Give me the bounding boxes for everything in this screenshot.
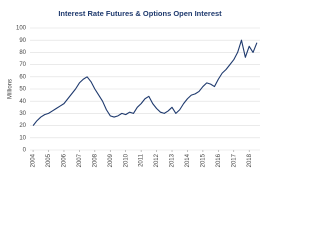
x-tick-label: 2014 [185, 153, 191, 167]
x-tick-label: 2015 [200, 153, 206, 167]
y-tick-label: 40 [19, 99, 26, 105]
y-tick-label: 100 [16, 26, 27, 32]
x-tick-label: 2013 [170, 153, 176, 167]
x-tick-label: 2004 [31, 153, 37, 167]
x-tick-label: 2017 [231, 153, 237, 167]
y-tick-label: 20 [19, 123, 26, 129]
y-tick-label: 80 [19, 50, 26, 56]
y-tick-label: 70 [19, 62, 26, 68]
y-axis-label: Millions [8, 79, 14, 99]
x-tick-label: 2010 [123, 153, 129, 167]
chart: Interest Rate Futures & Options Open Int… [8, 9, 260, 167]
x-tick-label: 2009 [108, 153, 114, 167]
x-tick-label: 2006 [62, 153, 68, 167]
x-tick-label: 2005 [46, 153, 52, 167]
y-tick-label: 60 [19, 74, 26, 80]
data-line [32, 39, 258, 126]
x-tick-label: 2018 [247, 153, 253, 167]
x-tick-label: 2008 [92, 153, 98, 167]
x-tick-label: 2011 [139, 153, 145, 167]
y-tick-label: 0 [23, 148, 27, 154]
y-tick-label: 30 [19, 111, 26, 117]
x-tick-label: 2016 [216, 153, 222, 167]
x-tick-label: 2012 [154, 153, 160, 167]
y-tick-label: 10 [19, 135, 26, 141]
x-tick-label: 2007 [77, 153, 83, 167]
chart-title: Interest Rate Futures & Options Open Int… [58, 9, 222, 18]
y-tick-label: 90 [19, 38, 26, 44]
y-tick-label: 50 [19, 87, 26, 93]
